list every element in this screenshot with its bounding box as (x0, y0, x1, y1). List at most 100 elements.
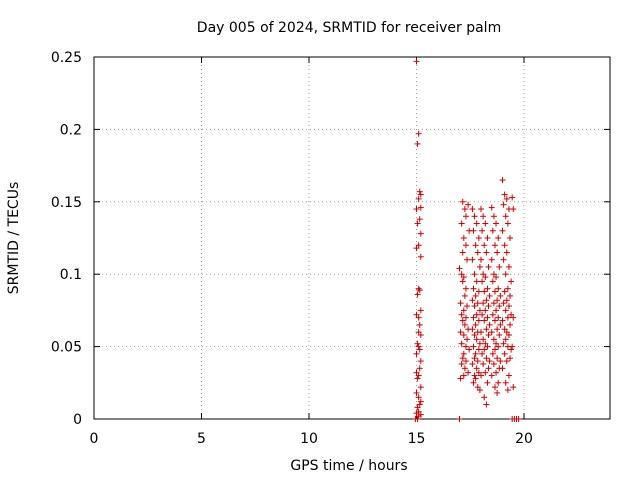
y-tick-label: 0.1 (60, 267, 82, 283)
data-points (412, 58, 522, 422)
data-point (473, 336, 480, 343)
data-point (495, 235, 502, 241)
data-point (508, 346, 515, 353)
data-point (494, 297, 501, 304)
data-point (510, 384, 517, 391)
data-point (413, 58, 420, 65)
data-point (493, 220, 500, 227)
data-point (471, 332, 478, 339)
data-point (488, 372, 495, 379)
data-point (494, 326, 501, 333)
data-point (471, 372, 478, 379)
data-point (478, 329, 484, 336)
data-point (500, 256, 507, 263)
data-point (470, 285, 477, 292)
y-tick-label: 0.15 (51, 195, 82, 211)
data-point (507, 235, 514, 241)
data-point (479, 227, 486, 234)
data-point (415, 394, 422, 401)
data-point (415, 413, 422, 420)
data-point (459, 317, 466, 324)
data-point (488, 329, 495, 336)
data-point (510, 206, 517, 213)
data-point (471, 355, 478, 362)
data-point (469, 256, 476, 263)
data-point (479, 278, 486, 285)
data-point (465, 369, 472, 376)
data-point (414, 416, 421, 422)
data-point (481, 346, 488, 353)
chart-title: Day 005 of 2024, SRMTID for receiver pal… (197, 20, 501, 36)
x-axis-label: GPS time / hours (290, 458, 407, 474)
data-point (502, 336, 509, 343)
data-point (470, 227, 477, 234)
data-point (505, 372, 512, 379)
data-point (496, 303, 503, 310)
data-point (478, 206, 484, 213)
data-point (485, 365, 492, 372)
data-point (472, 350, 479, 357)
data-point (417, 398, 424, 405)
data-point (416, 346, 423, 353)
data-point (415, 195, 422, 202)
data-point (501, 288, 508, 295)
data-point (471, 303, 478, 310)
data-point (417, 253, 424, 260)
data-point (415, 314, 422, 321)
data-point (474, 358, 481, 365)
data-point (416, 321, 423, 328)
data-point (486, 292, 493, 299)
data-point (416, 365, 423, 372)
data-point (413, 245, 420, 252)
data-point (480, 360, 487, 367)
data-point (501, 191, 508, 198)
data-point (417, 307, 424, 314)
data-point (480, 336, 487, 343)
data-point (462, 343, 469, 350)
data-point (509, 194, 516, 201)
data-point (485, 332, 492, 339)
data-point (491, 384, 498, 391)
data-point (483, 297, 490, 304)
data-point (482, 369, 489, 376)
data-point (475, 235, 482, 241)
data-point (414, 404, 421, 411)
data-point (491, 346, 498, 353)
data-point (460, 235, 467, 241)
data-point (413, 369, 420, 376)
data-point (504, 314, 511, 321)
data-point (481, 242, 488, 249)
data-point (485, 263, 492, 270)
data-point (502, 213, 509, 220)
data-point (484, 379, 491, 386)
x-tick-label: 15 (408, 431, 426, 447)
plot-area-frame (93, 56, 611, 420)
data-point (415, 343, 422, 350)
data-point (469, 297, 476, 304)
data-point (504, 220, 511, 227)
data-point (462, 285, 469, 292)
data-point (473, 220, 480, 227)
data-point (481, 317, 488, 324)
data-point (500, 300, 507, 307)
data-point (469, 360, 476, 367)
data-point (505, 332, 512, 339)
data-point (495, 343, 502, 350)
data-point (496, 263, 503, 270)
data-point (478, 256, 484, 263)
data-point (493, 307, 500, 314)
data-point (473, 311, 480, 318)
data-point (415, 130, 422, 137)
data-point (510, 314, 517, 321)
data-point (491, 242, 498, 249)
data-point (469, 326, 476, 333)
data-point (479, 311, 486, 318)
data-point (417, 191, 424, 198)
data-point (503, 195, 510, 202)
data-point (472, 375, 479, 382)
data-point (414, 140, 421, 147)
data-point (458, 311, 465, 318)
data-point (483, 326, 490, 333)
data-point (416, 216, 423, 223)
